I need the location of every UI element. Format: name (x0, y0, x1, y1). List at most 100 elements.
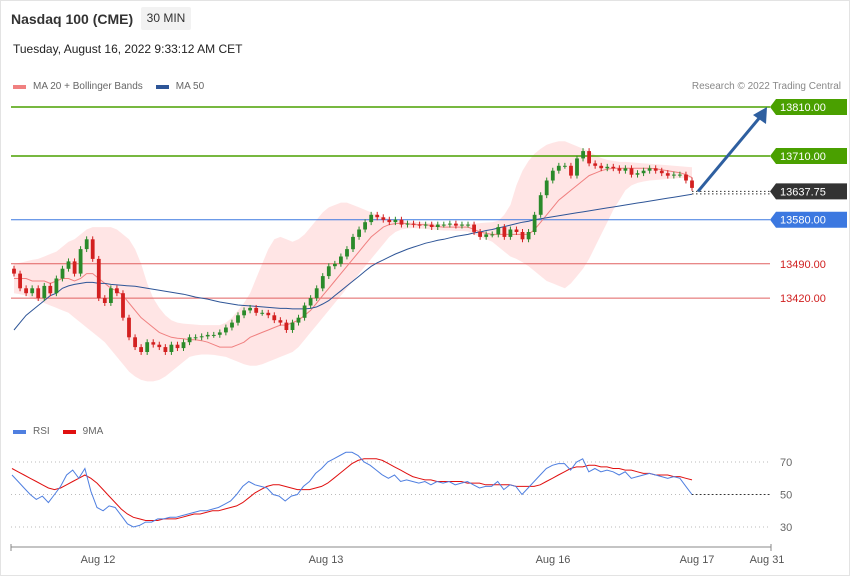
rsi-line (11, 451, 693, 528)
legend-ma50-swatch (155, 84, 169, 89)
candle (544, 180, 549, 196)
candle (224, 327, 228, 333)
candle (54, 278, 59, 294)
candle (127, 317, 131, 338)
candle (278, 320, 283, 323)
candle (260, 312, 265, 314)
candle (296, 317, 301, 323)
candle (109, 288, 113, 303)
level-label-5: 13420.00 (780, 293, 826, 305)
timeframe-button[interactable]: 30 MIN (141, 7, 191, 30)
rsi-legend: RSI 9MA (13, 426, 116, 437)
candle (508, 229, 513, 237)
candle (314, 288, 319, 299)
candle (496, 227, 501, 235)
credit-text: Research © 2022 Trading Central (691, 81, 841, 92)
candle (569, 165, 573, 176)
candle (611, 166, 616, 169)
candle (369, 214, 374, 223)
candle (266, 312, 271, 316)
level-tag-3 (770, 211, 847, 228)
candle (357, 229, 361, 237)
candle (115, 288, 119, 294)
candle (290, 322, 295, 330)
candle (690, 180, 694, 188)
candle (532, 214, 537, 232)
candle (563, 165, 567, 167)
candle (236, 315, 240, 323)
candle (333, 263, 337, 267)
candle (514, 229, 519, 232)
price-legend: MA 20 + Bollinger Bands MA 50 (13, 81, 217, 92)
candle (581, 151, 585, 159)
candle (102, 298, 107, 303)
time-axis-label: Aug 16 (536, 554, 571, 566)
candle (635, 173, 640, 175)
candle (345, 249, 349, 257)
candle (30, 288, 35, 294)
legend-rsi-label: RSI (33, 426, 50, 437)
candle (181, 342, 186, 349)
candle (339, 256, 343, 264)
legend-rsi-ma-swatch (62, 429, 76, 434)
candle (48, 285, 53, 294)
candle (629, 168, 634, 175)
level-tag-1 (770, 99, 847, 115)
candle (411, 223, 416, 225)
time-axis-label: Aug 13 (309, 554, 344, 566)
bollinger-band-area (14, 141, 692, 382)
candle (24, 288, 28, 294)
candle (520, 232, 525, 240)
candle (36, 288, 41, 299)
candle (199, 336, 204, 338)
candle (454, 223, 458, 226)
candle (387, 219, 392, 223)
candle (12, 268, 16, 274)
forecast-arrow-shaft (696, 115, 763, 193)
candle (399, 219, 404, 225)
candle (587, 151, 591, 164)
candle (556, 165, 561, 171)
current-price-label: 13637.75 (780, 186, 826, 198)
candle (72, 261, 77, 274)
candle (647, 168, 652, 171)
candle (641, 170, 646, 174)
candle (363, 222, 367, 230)
candle (272, 315, 277, 321)
candle (248, 307, 252, 311)
candle (659, 170, 664, 174)
candle (435, 224, 440, 227)
candle (550, 170, 555, 181)
candle (381, 217, 386, 220)
candle (90, 239, 95, 259)
forecast-arrow-head (753, 107, 767, 124)
report-datetime: Tuesday, August 16, 2022 9:33:12 AM CET (13, 42, 243, 56)
candle (205, 334, 210, 337)
candle (96, 258, 101, 299)
time-axis-label: Aug 17 (680, 554, 715, 566)
candle (169, 344, 174, 352)
current-price-tag (770, 183, 847, 200)
legend-rsi-ma-label: 9MA (82, 426, 104, 437)
candle (133, 337, 137, 348)
legend-ma20-swatch (13, 84, 26, 89)
ma50-line (13, 193, 693, 331)
level-label-2: 13710.00 (780, 151, 826, 163)
time-axis-label: Aug 12 (81, 554, 116, 566)
candle (42, 285, 47, 299)
candle (665, 173, 670, 176)
candle (417, 224, 422, 226)
rsi-ma-line (11, 458, 693, 521)
candle (211, 334, 216, 336)
candle (678, 174, 682, 176)
candle (460, 224, 464, 226)
instrument-title: Nasdaq 100 (CME) (11, 11, 134, 27)
candle (375, 214, 380, 218)
candle (151, 342, 156, 345)
candle (302, 305, 307, 318)
candle (575, 158, 579, 176)
candle (78, 249, 83, 274)
candle (478, 232, 482, 237)
candle (139, 347, 143, 352)
candle (466, 224, 470, 226)
